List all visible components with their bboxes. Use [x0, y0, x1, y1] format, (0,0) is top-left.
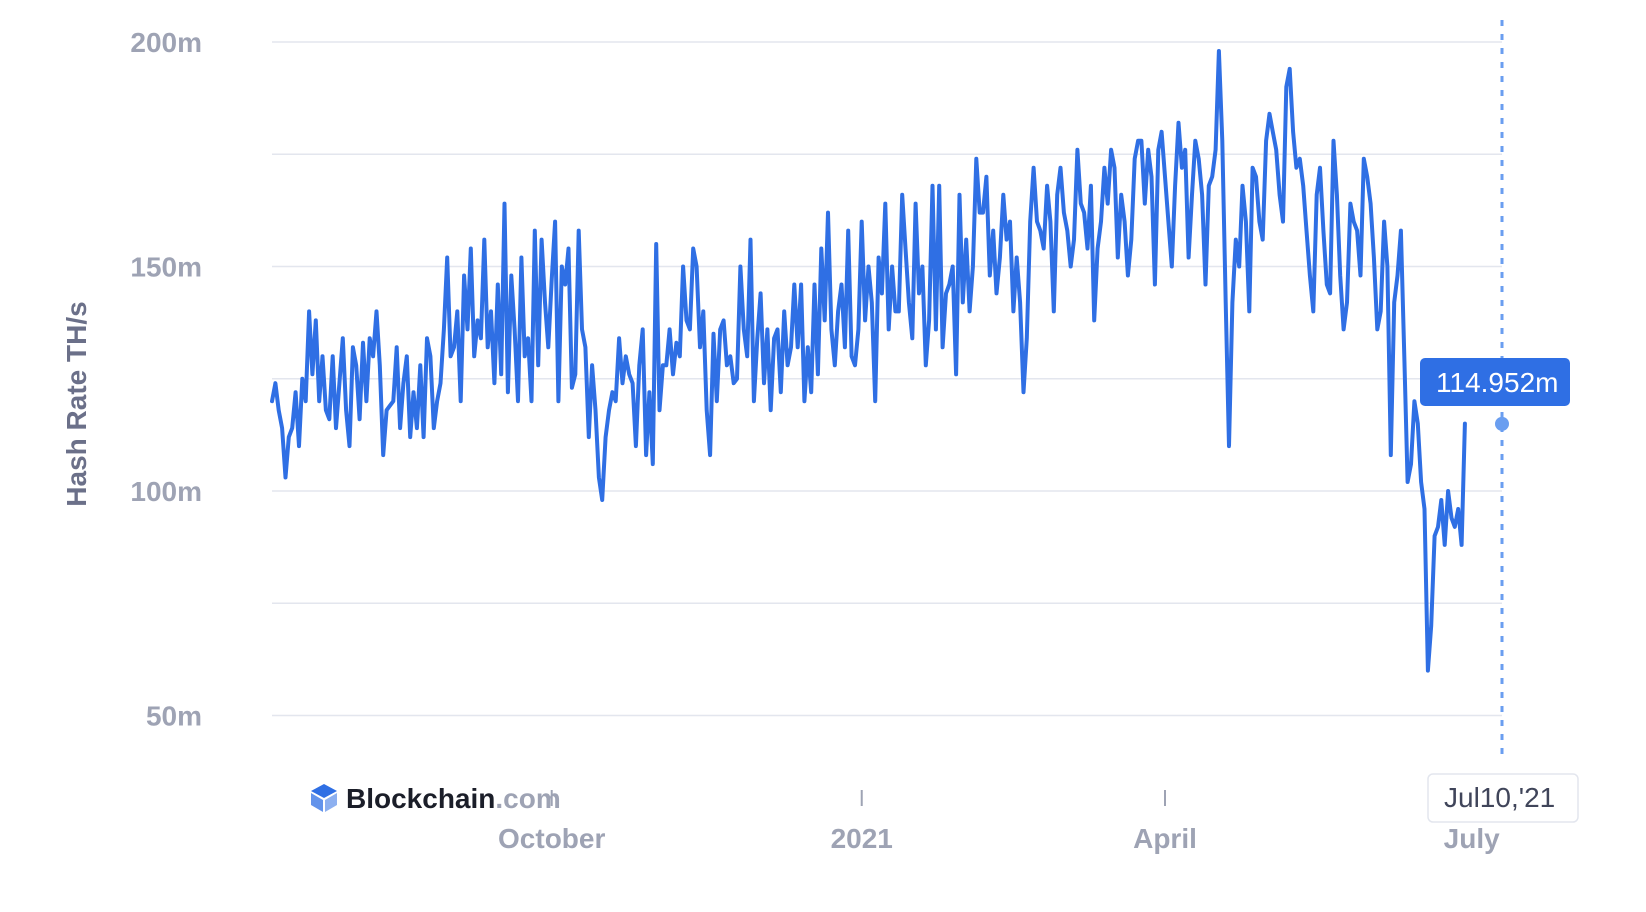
- svg-text:Blockchain.com: Blockchain.com: [346, 783, 561, 814]
- grid-lines: [272, 41, 1502, 717]
- y-axis-ticks: 200m 150m 100m 50m: [130, 27, 202, 732]
- cube-icon: [311, 784, 337, 812]
- date-tooltip-text: Jul10,'21: [1444, 782, 1555, 813]
- hover-cursor[interactable]: 114.952m Jul10,'21: [1420, 20, 1579, 823]
- current-value-marker: [1495, 416, 1509, 431]
- y-tick-label: 150m: [130, 252, 202, 283]
- brand-name: Blockchain: [346, 783, 495, 814]
- x-tick-label: July: [1444, 823, 1500, 854]
- y-axis-title: Hash Rate TH/s: [61, 301, 92, 506]
- brand-suffix: .com: [495, 783, 560, 814]
- x-tick-label: April: [1133, 823, 1197, 854]
- blockchain-logo: Blockchain.com: [311, 783, 561, 814]
- value-tooltip: [1420, 358, 1570, 406]
- y-tick-label: 200m: [130, 27, 202, 58]
- hash-rate-series-line: [270, 49, 1467, 673]
- x-tick-label: 2021: [831, 823, 893, 854]
- x-axis-ticks: October 2021 April July: [498, 790, 1500, 854]
- date-tooltip: [1427, 773, 1579, 823]
- y-tick-label: 100m: [130, 476, 202, 507]
- y-tick-label: 50m: [146, 701, 202, 732]
- x-tick-label: October: [498, 823, 605, 854]
- value-tooltip-text: 114.952m: [1436, 367, 1558, 398]
